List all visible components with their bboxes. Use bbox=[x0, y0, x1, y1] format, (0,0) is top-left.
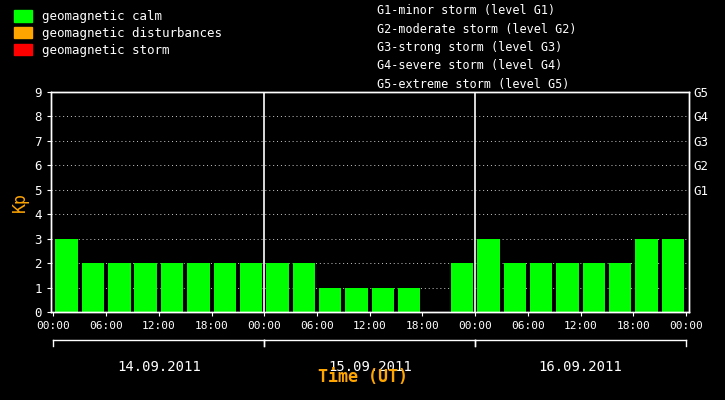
Legend: geomagnetic calm, geomagnetic disturbances, geomagnetic storm: geomagnetic calm, geomagnetic disturbanc… bbox=[14, 10, 223, 57]
Bar bbox=[504, 263, 526, 312]
Bar bbox=[662, 239, 684, 312]
Bar bbox=[108, 263, 130, 312]
Bar bbox=[293, 263, 315, 312]
Bar bbox=[451, 263, 473, 312]
Bar bbox=[530, 263, 552, 312]
Bar bbox=[161, 263, 183, 312]
Bar bbox=[266, 263, 289, 312]
Bar bbox=[583, 263, 605, 312]
Bar bbox=[240, 263, 262, 312]
Bar bbox=[345, 288, 368, 312]
Bar bbox=[477, 239, 500, 312]
Bar bbox=[609, 263, 631, 312]
Text: 15.09.2011: 15.09.2011 bbox=[328, 360, 412, 374]
Bar bbox=[319, 288, 341, 312]
Text: 14.09.2011: 14.09.2011 bbox=[117, 360, 201, 374]
Bar bbox=[372, 288, 394, 312]
Bar bbox=[187, 263, 210, 312]
Bar bbox=[556, 263, 579, 312]
Text: Time (UT): Time (UT) bbox=[318, 368, 407, 386]
Text: G1-minor storm (level G1)
G2-moderate storm (level G2)
G3-strong storm (level G3: G1-minor storm (level G1) G2-moderate st… bbox=[377, 4, 576, 91]
Bar bbox=[214, 263, 236, 312]
Bar bbox=[398, 288, 420, 312]
Bar bbox=[55, 239, 78, 312]
Text: 16.09.2011: 16.09.2011 bbox=[539, 360, 623, 374]
Bar bbox=[134, 263, 157, 312]
Y-axis label: Kp: Kp bbox=[11, 192, 29, 212]
Bar bbox=[82, 263, 104, 312]
Bar bbox=[635, 239, 658, 312]
